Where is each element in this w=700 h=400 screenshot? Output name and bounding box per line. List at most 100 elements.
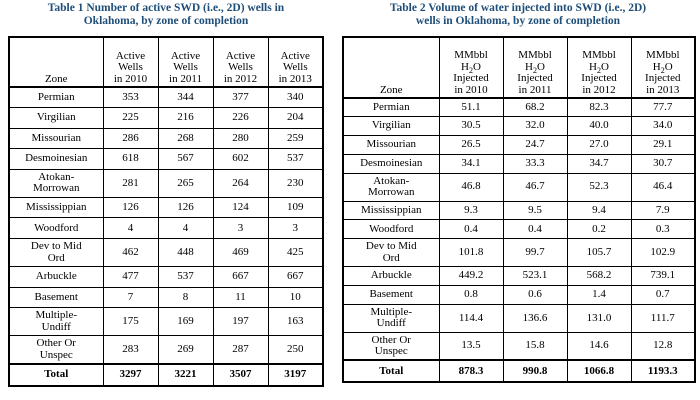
table1-caption: Table 1 Number of active SWD (i.e., 2D) … bbox=[8, 2, 324, 32]
table-row: Desmoinesian 618 567 602 537 bbox=[8, 148, 324, 170]
header-line: Injected bbox=[453, 72, 489, 84]
table1-header-col: Active Wells in 2013 bbox=[267, 36, 324, 88]
table2-header-col: MMbbl H2O Injected in 2012 bbox=[566, 36, 632, 99]
zone-line: Desmoinesian bbox=[360, 157, 423, 170]
value-cell: 353 bbox=[102, 86, 159, 109]
zone-line: Undiff bbox=[41, 320, 71, 333]
table1-header-row: Zone Active Wells in 2010 Active Wells i… bbox=[8, 36, 324, 88]
value-cell: 268 bbox=[157, 127, 214, 150]
total-row: Total 878.3 990.8 1066.8 1193.3 bbox=[342, 359, 696, 383]
value-cell: 477 bbox=[102, 266, 159, 288]
h2o-sub: 2 bbox=[469, 65, 473, 75]
zone-cell: Desmoinesian bbox=[342, 153, 440, 174]
value-cell: 469 bbox=[212, 238, 269, 268]
value-cell: 283 bbox=[102, 335, 159, 365]
zone-cell: Missourian bbox=[8, 127, 104, 150]
value-cell: 10 bbox=[267, 286, 324, 309]
value-cell: 739.1 bbox=[630, 266, 696, 287]
value-cell: 425 bbox=[267, 238, 324, 268]
table2-header-col: MMbbl H2O Injected in 2010 bbox=[438, 36, 504, 99]
zone-cell: Arbuckle bbox=[342, 266, 440, 287]
value-cell: 26.5 bbox=[438, 135, 504, 155]
value-cell: 126 bbox=[157, 196, 214, 219]
value-cell: 286 bbox=[102, 127, 159, 150]
table-row: Missourian 286 268 280 259 bbox=[8, 127, 324, 150]
value-cell: 15.8 bbox=[502, 331, 568, 361]
zone-line: Dev to Mid bbox=[365, 240, 417, 253]
h2o-h: H bbox=[589, 60, 597, 73]
table2-caption: Table 2 Volume of water injected into SW… bbox=[342, 2, 694, 32]
value-cell: 618 bbox=[102, 148, 159, 170]
header-line: in 2013 bbox=[646, 83, 680, 96]
value-cell: 9.5 bbox=[502, 200, 568, 221]
value-cell: 0.8 bbox=[438, 285, 504, 305]
zone-line: Dev to Mid bbox=[30, 240, 82, 253]
value-cell: 537 bbox=[267, 148, 324, 170]
header-line: Active bbox=[115, 49, 146, 62]
zone-cell: Desmoinesian bbox=[8, 148, 104, 170]
header-line: Injected bbox=[645, 72, 681, 84]
value-cell: 82.3 bbox=[566, 97, 632, 118]
value-cell: 269 bbox=[157, 335, 214, 365]
zone-cell: Basement bbox=[342, 285, 440, 305]
value-cell: 34.1 bbox=[438, 153, 504, 174]
zone-line: Multiple- bbox=[35, 309, 78, 322]
value-cell: 216 bbox=[157, 107, 214, 129]
h2o-h: H bbox=[525, 60, 533, 73]
total-row: Total 3297 3221 3507 3197 bbox=[8, 362, 324, 387]
zone-line: Multiple- bbox=[370, 305, 413, 318]
table-row: Basement 0.8 0.6 1.4 0.7 bbox=[342, 285, 696, 305]
value-cell: 102.9 bbox=[630, 238, 696, 268]
value-cell: 9.3 bbox=[438, 200, 504, 221]
h2o-sub: 2 bbox=[660, 65, 665, 75]
value-cell: 0.6 bbox=[502, 285, 568, 305]
total-value-cell: 3197 bbox=[267, 362, 324, 387]
value-cell: 0.3 bbox=[630, 219, 696, 240]
value-cell: 523.1 bbox=[502, 266, 568, 287]
total-label: Total bbox=[342, 359, 440, 383]
zone-cell: Missourian bbox=[342, 135, 440, 155]
header-line: MMbbl bbox=[518, 49, 552, 61]
value-cell: 46.7 bbox=[502, 172, 568, 202]
zone-line: Other Or bbox=[371, 333, 411, 346]
header-line: MMbbl bbox=[645, 49, 680, 61]
value-cell: 30.7 bbox=[630, 153, 696, 174]
value-cell: 7 bbox=[102, 286, 159, 309]
zone-line: Missourian bbox=[31, 131, 82, 144]
zone-cell: Atokan- Morrowan bbox=[342, 172, 440, 202]
zone-line: Mississippian bbox=[25, 200, 87, 213]
value-cell: 101.8 bbox=[438, 238, 504, 268]
value-cell: 124 bbox=[212, 196, 269, 219]
value-cell: 537 bbox=[157, 266, 214, 288]
value-cell: 46.4 bbox=[630, 172, 696, 202]
total-value-cell: 878.3 bbox=[438, 359, 504, 383]
value-cell: 136.6 bbox=[502, 303, 568, 333]
table2-header-zone: Zone bbox=[342, 36, 440, 99]
value-cell: 3 bbox=[212, 217, 269, 240]
value-cell: 8 bbox=[157, 286, 214, 309]
header-line: MMbbl bbox=[454, 49, 488, 61]
value-cell: 567 bbox=[157, 148, 214, 170]
header-line: Wells bbox=[228, 61, 253, 73]
header-line: in 2011 bbox=[518, 83, 552, 96]
zone-line: Desmoinesian bbox=[25, 152, 88, 165]
table1-header-zone: Zone bbox=[8, 36, 104, 88]
zone-line: Atokan- bbox=[373, 174, 410, 187]
zone-line: Mississippian bbox=[360, 203, 422, 216]
zone-cell: Woodford bbox=[342, 219, 440, 240]
header-line: in 2012 bbox=[223, 72, 258, 85]
value-cell: 287 bbox=[212, 335, 269, 365]
h2o-o: O bbox=[537, 60, 545, 73]
value-cell: 568.2 bbox=[566, 266, 632, 287]
value-cell: 77.7 bbox=[630, 97, 696, 118]
table-row: Atokan- Morrowan 281 265 264 230 bbox=[8, 168, 324, 198]
value-cell: 1.4 bbox=[566, 285, 632, 305]
table2-caption-line1: Table 2 Volume of water injected into SW… bbox=[389, 2, 647, 14]
table-row: Multiple- Undiff 114.4 136.6 131.0 111.7 bbox=[342, 303, 696, 333]
table-row: Mississippian 126 126 124 109 bbox=[8, 196, 324, 219]
value-cell: 0.4 bbox=[502, 219, 568, 240]
value-cell: 250 bbox=[267, 335, 324, 365]
value-cell: 230 bbox=[267, 168, 324, 198]
value-cell: 4 bbox=[102, 217, 159, 240]
h2o-label: H2O bbox=[442, 61, 501, 75]
